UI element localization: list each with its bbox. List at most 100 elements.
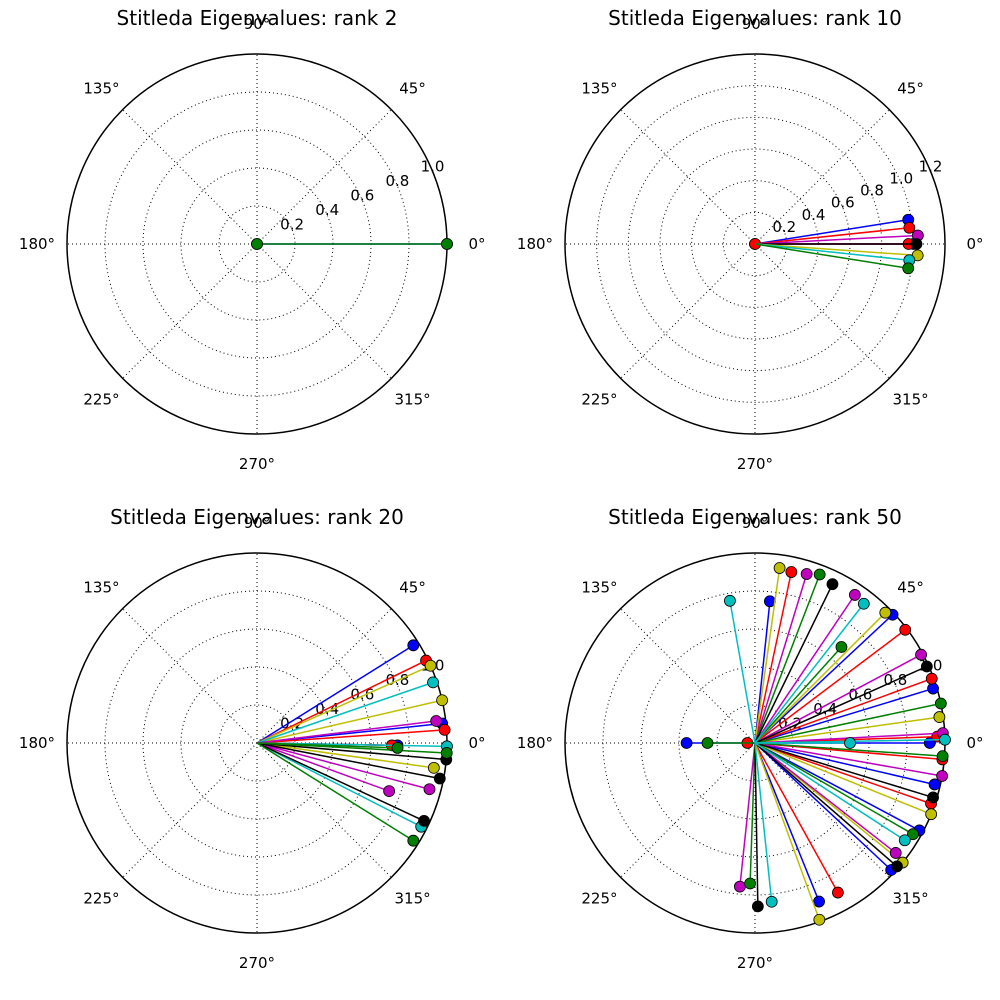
panel-title: Stitleda Eigenvalues: rank 20	[110, 505, 404, 529]
radial-tick-label: 1.2	[919, 157, 943, 175]
data-point	[848, 589, 861, 601]
polar-frame	[564, 53, 946, 435]
angle-tick-label: 90°	[244, 514, 271, 532]
series-line	[754, 583, 834, 744]
angular-gridline	[122, 608, 258, 744]
series	[251, 238, 453, 250]
data-point	[899, 623, 912, 636]
series-line	[754, 574, 821, 744]
angle-tick-label: 270°	[239, 954, 275, 972]
data-point	[927, 791, 939, 804]
series-line	[256, 720, 437, 744]
data-point	[813, 568, 826, 581]
angle-tick-label: 225°	[83, 890, 119, 908]
radial-tick-label: 0.4	[802, 206, 826, 224]
data-point	[936, 750, 949, 763]
data-point	[383, 785, 396, 797]
data-point	[915, 648, 927, 661]
series	[754, 229, 924, 245]
series-line	[749, 742, 756, 884]
angle-tick-label: 0°	[468, 235, 485, 253]
series-line	[754, 612, 886, 744]
data-point	[910, 238, 923, 250]
data-point	[907, 828, 919, 841]
series-line	[754, 742, 943, 757]
series	[754, 243, 915, 275]
data-point	[903, 221, 916, 234]
series	[755, 238, 923, 250]
radial-tick-label: 0.4	[315, 201, 339, 219]
data-point	[441, 238, 453, 250]
data-point	[440, 747, 453, 759]
series	[256, 742, 453, 827]
angular-gridline	[256, 109, 392, 245]
series-line	[754, 594, 856, 744]
radial-tick-label: 0.6	[350, 186, 374, 204]
series-line	[754, 742, 773, 902]
angle-tick-label: 0°	[966, 734, 983, 752]
data-point	[813, 913, 826, 926]
series-line	[754, 646, 843, 744]
angle-tick-label: 225°	[581, 391, 617, 409]
series	[724, 594, 951, 908]
radial-tick-label: 1.0	[889, 169, 913, 187]
series-line	[256, 681, 434, 744]
data-point	[826, 578, 839, 591]
data-point	[832, 886, 844, 899]
series-line	[754, 742, 839, 893]
angle-tick-label: 315°	[394, 890, 430, 908]
series-line	[754, 742, 932, 805]
data-point	[251, 238, 263, 250]
radial-gridline	[142, 628, 372, 858]
angle-tick-label: 0°	[468, 734, 485, 752]
series	[256, 659, 449, 774]
series-line	[256, 742, 414, 842]
data-point	[423, 783, 436, 796]
series-line	[754, 603, 865, 744]
panel-rank-20: 0.20.40.60.81.00°45°90°135°180°225°270°3…	[19, 505, 486, 972]
series-line	[754, 665, 928, 744]
data-point	[835, 641, 848, 653]
angular-gridline	[122, 742, 258, 878]
data-point	[430, 715, 443, 727]
angular-gridline	[122, 243, 258, 379]
series-line	[754, 614, 894, 744]
data-point	[925, 808, 938, 821]
data-point	[902, 262, 915, 275]
data-point	[813, 895, 825, 908]
series-line	[754, 687, 934, 744]
panel-title: Stitleda Eigenvalues: rank 2	[117, 6, 398, 30]
angle-tick-label: 45°	[399, 79, 426, 97]
series	[256, 715, 443, 797]
series	[754, 243, 924, 262]
series-line	[256, 644, 414, 744]
series-line	[754, 742, 932, 815]
series-line	[754, 742, 820, 902]
series-line	[754, 742, 821, 921]
data-point	[427, 676, 439, 689]
series-line	[256, 742, 425, 822]
angle-tick-label: 135°	[83, 79, 119, 97]
series-line	[754, 742, 906, 841]
series-line	[256, 742, 390, 792]
data-point	[436, 694, 449, 707]
series-line	[754, 227, 910, 245]
data-point	[424, 659, 437, 672]
series-line	[256, 699, 443, 744]
data-point	[785, 566, 798, 578]
angular-gridline	[256, 608, 392, 744]
radial-tick-label: 0.8	[860, 182, 884, 200]
series	[734, 568, 949, 893]
series-line	[754, 243, 918, 257]
series-line	[754, 742, 898, 867]
angle-tick-label: 270°	[737, 455, 773, 473]
data-point	[734, 880, 746, 893]
data-point	[857, 597, 870, 610]
series-line	[256, 742, 434, 769]
data-point	[939, 733, 951, 746]
data-point	[879, 606, 892, 619]
angle-tick-label: 180°	[19, 734, 55, 752]
angle-tick-label: 45°	[897, 578, 924, 596]
angle-tick-label: 315°	[394, 391, 430, 409]
